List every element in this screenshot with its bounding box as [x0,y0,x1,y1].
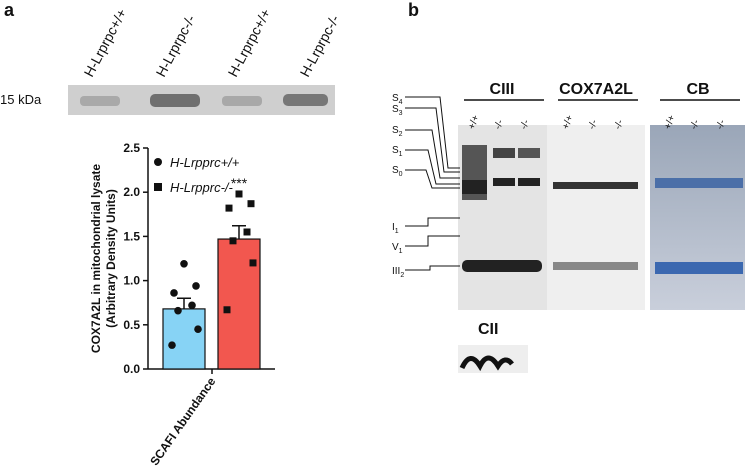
band-label-sub: 1 [399,248,403,255]
band-label-base: V [392,242,399,253]
size-marker: 15 kDa [0,92,42,107]
blot-title: CB [686,81,709,98]
band-label: S0 [392,165,403,178]
y-axis-label: (Arbitrary Density Units) [104,189,118,328]
lane-label: -/- [586,118,600,131]
y-tick-label: 2.5 [123,141,140,155]
band-label-base: S [392,125,399,136]
band-label-base: S [392,104,399,115]
lane-label: H-Lrprpc+/+ [225,6,274,79]
data-point [168,341,176,349]
panel-label: a [4,0,15,20]
lane-label: +/+ [466,114,481,131]
band-label: S4 [392,93,403,106]
error-bar [177,297,191,309]
lane-label: +/+ [560,114,575,131]
lane-label: +/+ [662,114,677,131]
band-label: V1 [392,242,403,255]
data-point [243,228,251,236]
blot-band [283,94,328,106]
legend-label: H-Lrpprc+/+ [170,155,240,170]
data-point [225,204,233,212]
band-label-sub: 4 [399,99,403,106]
lane-label: H-Lrprpc-/- [297,12,343,80]
band-label-base: S [392,93,399,104]
data-point [229,237,237,245]
significance: *** [231,175,248,191]
lane-label: -/- [612,118,626,131]
lane-label: -/- [714,118,728,131]
band-label-sub: 1 [399,151,403,158]
band-label-sub: 2 [400,272,404,279]
band-label-base: S [392,165,399,176]
band-label: S2 [392,125,403,138]
blot-band [222,96,262,106]
band-label: S3 [392,104,403,117]
band-label-base: III [392,266,400,277]
y-axis-label: COX7A2L in mitochondrial lysate [89,164,103,353]
legend-label: H-Lrpprc-/- [170,180,234,195]
lane-label: -/- [518,118,532,131]
bar [217,238,261,370]
lane-label: -/- [688,118,702,131]
y-tick-label: 1.5 [123,229,140,243]
legend-marker [154,158,162,166]
bar [162,308,206,370]
blot-bands [462,145,743,274]
blot-band [459,355,514,372]
leader-lines [405,96,460,271]
data-point [174,306,182,315]
data-point [194,325,202,334]
band-label: III2 [392,266,404,279]
band-label-sub: 1 [395,228,399,235]
lane-label: H-Lrprpc-/- [153,12,199,80]
band-label-sub: 3 [399,110,403,117]
y-tick-label: 0.5 [123,318,140,332]
y-tick-label: 2.0 [123,185,140,199]
data-point [170,289,178,297]
band-label: S1 [392,145,403,158]
data-point [235,190,243,198]
data-point [223,306,231,314]
error-bar [232,225,246,240]
data-point [247,200,255,208]
lane-label: H-Lrprpc+/+ [81,6,130,79]
band-label-sub: 0 [399,171,403,178]
x-tick-label: SCAFI Abundance [147,374,218,468]
blot-image [650,125,745,310]
blot-band [80,96,120,106]
blot-band [150,94,200,107]
y-tick-label: 1.0 [123,274,140,288]
blot-title: CIII [490,81,515,98]
band-label-base: S [392,145,399,156]
loading-label: CII [478,321,498,338]
lane-label: -/- [492,118,506,131]
band-label-base: I [392,222,395,233]
blot-image [547,125,645,310]
data-point [180,260,188,268]
data-point [192,282,200,290]
panel-label: b [408,0,419,20]
legend-marker [154,183,162,191]
data-point [249,259,257,267]
blot-title: COX7A2L [559,81,633,98]
data-point [188,301,196,310]
y-tick-label: 0.0 [123,362,140,376]
band-label: I1 [392,222,399,235]
band-label-sub: 2 [399,131,403,138]
